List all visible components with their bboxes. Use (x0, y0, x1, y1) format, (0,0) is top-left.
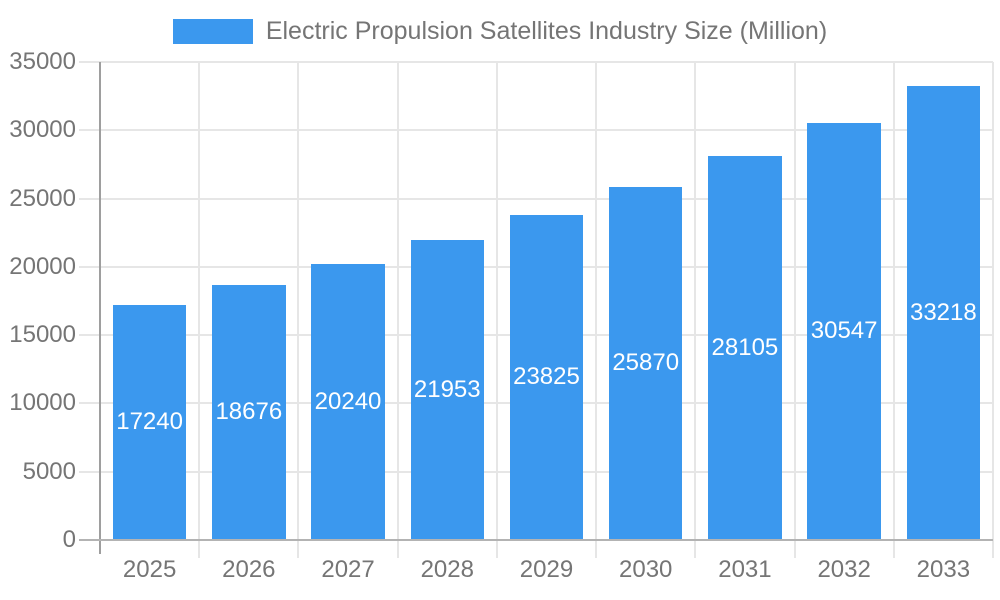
v-gridline (992, 62, 994, 558)
y-axis-tick-label: 25000 (9, 184, 76, 212)
plot-area: 17240 18676 20240 21953 23825 25870 28105 30547… (79, 61, 994, 558)
bar-value-label: 17240 (116, 408, 183, 436)
chart-title: Electric Propulsion Satellites Industry … (265, 17, 828, 45)
bar-value-label: 30547 (810, 317, 878, 345)
bars-group: 17240 18676 20240 21953 23825 25870 28105 30547… (100, 62, 993, 540)
y-axis-tick-label: 0 (62, 526, 76, 553)
x-axis-tick-label: 2028 (420, 556, 474, 583)
bar-2029[interactable]: 23825 (509, 214, 584, 540)
x-axis-tick-label: 2032 (817, 556, 871, 583)
bar-value-label: 18676 (215, 398, 283, 426)
x-axis-tick-label: 2025 (122, 556, 177, 583)
v-gridline (694, 62, 697, 558)
bar-slot-2031: 28105 (695, 62, 794, 540)
bar-value-label: 28105 (711, 334, 779, 362)
h-gridline (79, 61, 993, 63)
bar-2030[interactable]: 25870 (608, 186, 683, 540)
bar-value-label: 25870 (612, 349, 680, 377)
y-axis-tick-label: 10000 (9, 389, 76, 417)
bar-value-label: 23825 (513, 363, 580, 391)
y-axis-tick-label: 35000 (9, 48, 76, 75)
bar-slot-2025: 17240 (100, 62, 199, 540)
v-gridline (595, 62, 598, 558)
x-axis-tick-label: 2033 (916, 556, 971, 583)
v-gridline (793, 62, 796, 558)
bar-2032[interactable]: 30547 (807, 122, 881, 540)
y-axis-tick-label: 30000 (9, 116, 76, 144)
y-axis-tick-label: 20000 (9, 252, 76, 280)
bar-2033[interactable]: 33218 (906, 86, 981, 540)
v-gridline (198, 62, 201, 558)
y-axis-labels: 35000 30000 25000 20000 15000 10000 5000 0 (0, 48, 76, 553)
x-axis-tick-label: 2031 (718, 556, 772, 583)
x-axis-labels: 2025 2026 2027 2028 2029 2030 2031 2032 2033 (100, 556, 993, 584)
bar-slot-2033: 33218 (894, 62, 993, 540)
x-axis-tick-label: 2026 (222, 556, 276, 583)
bar-slot-2030: 25870 (596, 62, 695, 540)
x-axis-tick-label: 2027 (321, 556, 375, 583)
x-axis-tick-label: 2029 (519, 556, 574, 583)
h-gridline (79, 197, 993, 200)
bar-value-label: 20240 (314, 387, 382, 415)
h-gridline (79, 129, 993, 132)
x-axis-tick-label: 2030 (619, 556, 673, 583)
x-axis-baseline (79, 539, 993, 541)
v-gridline (495, 62, 498, 558)
legend-swatch (172, 19, 253, 44)
bar-2028[interactable]: 21953 (410, 240, 484, 540)
bar-slot-2032: 30547 (795, 62, 894, 540)
bar-slot-2028: 21953 (398, 62, 497, 540)
bar-2025[interactable]: 17240 (112, 304, 187, 540)
legend[interactable]: Electric Propulsion Satellites Industry … (0, 17, 1000, 46)
bar-slot-2027: 20240 (298, 62, 397, 540)
y-axis-tick-label: 15000 (9, 321, 76, 349)
bar-slot-2026: 18676 (199, 62, 298, 540)
bar-value-label: 33218 (909, 299, 977, 327)
y-axis-tick-label: 5000 (22, 457, 76, 485)
bar-2031[interactable]: 28105 (708, 156, 782, 540)
v-gridline (396, 62, 399, 558)
bar-2026[interactable]: 18676 (212, 284, 286, 540)
v-gridline (892, 62, 895, 558)
v-gridline (297, 62, 300, 558)
y-axis-line (99, 62, 101, 554)
bar-value-label: 21953 (413, 376, 481, 404)
bar-2027[interactable]: 20240 (311, 263, 385, 540)
bar-slot-2029: 23825 (497, 62, 596, 540)
